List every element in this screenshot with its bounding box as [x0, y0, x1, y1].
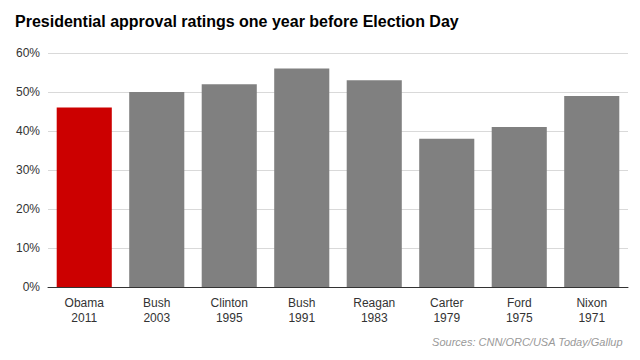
svg-text:1991: 1991 — [288, 311, 315, 325]
svg-text:20%: 20% — [16, 202, 40, 216]
svg-text:Ford: Ford — [507, 296, 532, 310]
svg-text:1971: 1971 — [578, 311, 605, 325]
svg-text:10%: 10% — [16, 241, 40, 255]
svg-text:0%: 0% — [23, 280, 41, 294]
svg-text:Obama: Obama — [65, 296, 105, 310]
svg-text:60%: 60% — [16, 46, 40, 60]
svg-text:Bush: Bush — [143, 296, 170, 310]
svg-text:2003: 2003 — [143, 311, 170, 325]
svg-text:1979: 1979 — [433, 311, 460, 325]
svg-text:Nixon: Nixon — [576, 296, 607, 310]
svg-text:Reagan: Reagan — [353, 296, 395, 310]
svg-text:1983: 1983 — [361, 311, 388, 325]
svg-text:Sources: CNN/ORC/USA Today/Gal: Sources: CNN/ORC/USA Today/Gallup — [432, 336, 623, 348]
svg-text:1975: 1975 — [506, 311, 533, 325]
svg-text:50%: 50% — [16, 85, 40, 99]
svg-text:40%: 40% — [16, 124, 40, 138]
svg-text:Carter: Carter — [430, 296, 463, 310]
svg-text:2011: 2011 — [71, 311, 97, 325]
svg-text:1995: 1995 — [216, 311, 243, 325]
svg-text:Presidential approval ratings: Presidential approval ratings one year b… — [15, 13, 459, 30]
svg-text:Bush: Bush — [288, 296, 315, 310]
svg-text:Clinton: Clinton — [211, 296, 248, 310]
svg-text:30%: 30% — [16, 163, 40, 177]
